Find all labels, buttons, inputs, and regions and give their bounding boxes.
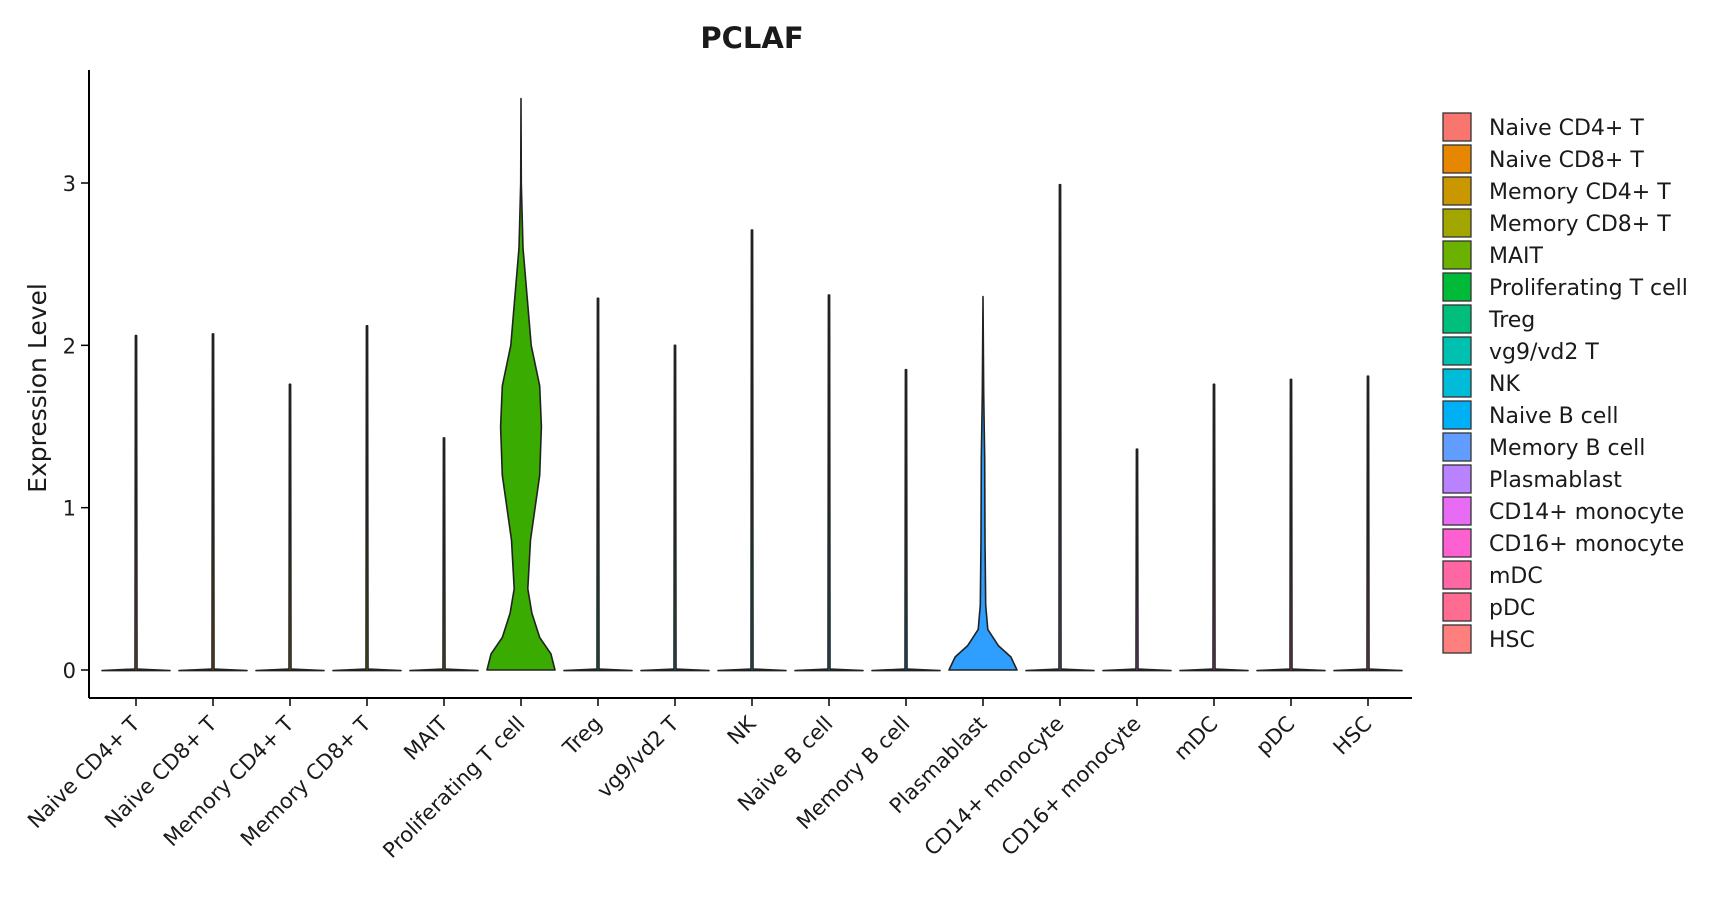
violin-15: [1256, 378, 1326, 672]
legend-label: NK: [1489, 372, 1520, 397]
legend-swatch: [1442, 240, 1472, 270]
legend-label: pDC: [1489, 596, 1535, 621]
legend-swatch: [1442, 400, 1472, 430]
violin-12: [1025, 183, 1095, 672]
x-tick-label: NK: [723, 711, 762, 750]
x-tick-label: mDC: [1169, 712, 1222, 765]
legend-swatch: [1442, 592, 1472, 622]
x-tick-label: Memory CD8+ T: [236, 711, 376, 851]
legend-label: Memory B cell: [1489, 436, 1645, 461]
violins: [101, 97, 1403, 672]
legend-label: Proliferating T cell: [1489, 276, 1688, 301]
violin-11: [948, 295, 1018, 671]
x-tick-label: Proliferating T cell: [378, 712, 529, 863]
violin-1: [178, 333, 248, 672]
legend-swatch: [1442, 368, 1472, 398]
violin-6: [563, 297, 633, 672]
violin-14: [1179, 383, 1249, 672]
violin-10: [871, 368, 941, 672]
violin-8: [717, 229, 787, 672]
legend-label: mDC: [1489, 564, 1543, 589]
violin-0: [101, 334, 171, 672]
x-tick-label: vg9/vd2 T: [592, 711, 683, 802]
legend-label: Naive CD8+ T: [1489, 148, 1644, 173]
legend-swatch: [1442, 432, 1472, 462]
legend-swatch: [1442, 528, 1472, 558]
y-axis: 0 1 2 3: [63, 70, 90, 698]
legend-swatch: [1442, 208, 1472, 238]
violin-9: [794, 294, 864, 672]
chart-title: PCLAF: [700, 21, 803, 55]
legend-label: HSC: [1489, 628, 1535, 653]
legend: Naive CD4+ T Naive CD8+ T Memory CD4+ T Mem…: [1442, 112, 1688, 654]
legend-swatch: [1442, 464, 1472, 494]
legend-label: Plasmablast: [1489, 468, 1622, 493]
y-tick-label: 3: [63, 172, 76, 196]
legend-label: MAIT: [1489, 244, 1544, 269]
legend-label: CD14+ monocyte: [1489, 500, 1684, 525]
violin-5: [486, 97, 556, 671]
violin-4: [409, 437, 479, 672]
legend-swatch: [1442, 496, 1472, 526]
legend-label: Naive CD4+ T: [1489, 116, 1644, 141]
y-tick-label: 2: [63, 334, 76, 358]
y-axis-label: Expression Level: [23, 283, 52, 493]
legend-swatch: [1442, 112, 1472, 142]
y-tick-label: 0: [63, 659, 76, 683]
legend-swatch: [1442, 176, 1472, 206]
violin-13: [1102, 448, 1172, 672]
x-tick-label: MAIT: [399, 711, 453, 765]
violin-2: [255, 383, 325, 672]
legend-label: Treg: [1488, 308, 1535, 333]
x-tick-label: Memory CD4+ T: [159, 711, 299, 851]
x-tick-label: Treg: [558, 712, 607, 761]
x-tick-label: CD14+ monocyte: [920, 712, 1069, 861]
legend-swatch: [1442, 336, 1472, 366]
legend-swatch: [1442, 272, 1472, 302]
x-tick-label: pDC: [1251, 712, 1299, 760]
legend-label: Memory CD8+ T: [1489, 212, 1671, 237]
legend-label: Memory CD4+ T: [1489, 180, 1671, 205]
legend-swatch: [1442, 144, 1472, 174]
violin-3: [332, 325, 402, 672]
legend-swatch: [1442, 304, 1472, 334]
violin-7: [640, 344, 710, 672]
legend-swatch: [1442, 560, 1472, 590]
y-tick-label: 1: [63, 497, 76, 521]
violin-16: [1333, 375, 1403, 672]
legend-label: Naive B cell: [1489, 404, 1619, 429]
legend-swatch: [1442, 624, 1472, 654]
x-tick-label: HSC: [1329, 712, 1377, 760]
legend-label: vg9/vd2 T: [1489, 340, 1599, 365]
x-tick-label: CD16+ monocyte: [997, 712, 1146, 861]
legend-label: CD16+ monocyte: [1489, 532, 1684, 557]
